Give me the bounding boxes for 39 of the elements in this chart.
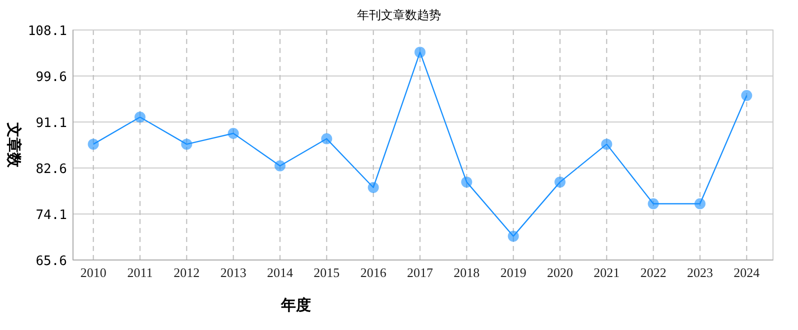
y-tick-label: 74.1 [36, 208, 67, 223]
x-tick-label: 2014 [267, 265, 294, 280]
y-tick-label: 99.6 [36, 70, 67, 85]
x-tick-label: 2017 [407, 265, 434, 280]
point [694, 198, 706, 210]
point [741, 90, 752, 101]
y-tick-label: 108.1 [28, 24, 67, 39]
x-tick-label: 2011 [127, 265, 153, 280]
point [461, 176, 472, 188]
y-tick-label: 82.6 [36, 162, 67, 177]
point [414, 46, 426, 58]
point [601, 138, 612, 150]
x-tick-label: 2024 [734, 265, 760, 280]
point [554, 176, 566, 188]
point [228, 128, 239, 139]
x-tick-label: 2013 [220, 265, 246, 280]
point [274, 160, 286, 172]
x-tick-label: 2015 [314, 265, 340, 280]
x-tick-label: 2022 [640, 265, 666, 280]
x-tick-label: 2018 [454, 265, 480, 280]
point [134, 112, 146, 123]
point [648, 198, 659, 210]
point [368, 182, 379, 193]
x-tick-label: 2021 [594, 265, 620, 280]
y-tick-label: 65.6 [36, 254, 67, 269]
x-tick-label: 2010 [80, 265, 106, 280]
x-tick-label: 2016 [360, 265, 387, 280]
y-tick-label: 91.1 [36, 116, 67, 131]
x-tick-label: 2023 [687, 265, 713, 280]
point [181, 138, 192, 150]
point [321, 133, 332, 144]
point [88, 138, 99, 150]
x-tick-label: 2012 [174, 265, 200, 280]
chart-title: 年刊文章数趋势 [357, 8, 441, 22]
x-axis-title: 年度 [280, 296, 311, 314]
x-tick-label: 2019 [500, 265, 526, 280]
y-axis-title: 文章数 [5, 122, 23, 168]
point [508, 230, 519, 242]
x-tick-label: 2020 [547, 265, 573, 280]
